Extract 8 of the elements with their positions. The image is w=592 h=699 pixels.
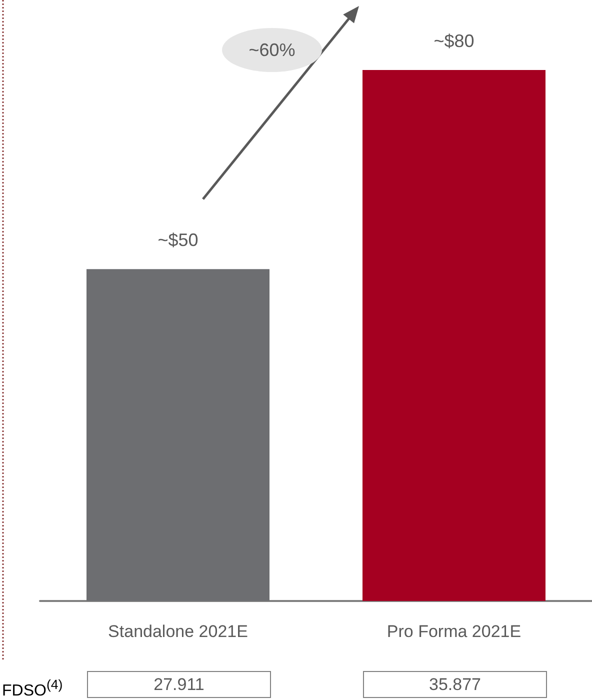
data-label: ~$50 xyxy=(158,230,198,250)
text: 35.877 xyxy=(363,671,547,698)
data-label: ~$80 xyxy=(434,31,474,51)
x-tick-label: Pro Forma 2021E xyxy=(386,622,522,641)
x-tick-label: Standalone 2021E xyxy=(108,622,248,641)
text: 27.911 xyxy=(87,671,271,698)
text: FDSO$^{(4)}$ xyxy=(2,676,63,699)
text: ~60% xyxy=(222,28,322,72)
